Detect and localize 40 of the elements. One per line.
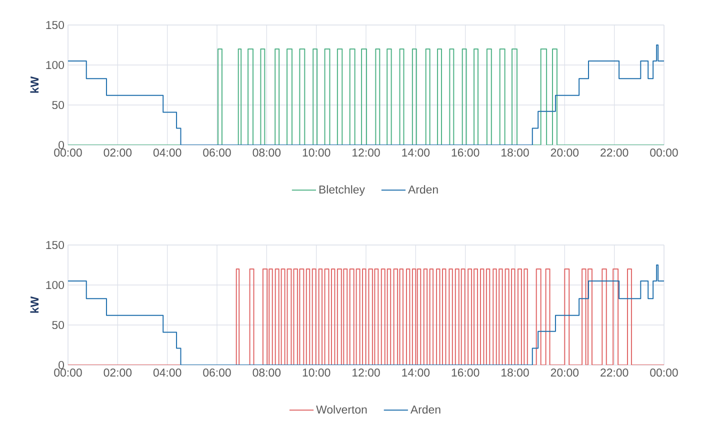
x-tick-label: 20:00 <box>550 368 579 377</box>
x-tick-label: 14:00 <box>402 148 430 157</box>
x-tick-label: 04:00 <box>153 368 182 377</box>
y-tick-label: 0 <box>58 140 64 150</box>
x-tick-label: 06:00 <box>203 368 231 377</box>
y-tick-label: 100 <box>46 60 64 70</box>
x-tick-label: 16:00 <box>452 368 480 377</box>
x-tick-label: 00:00 <box>54 368 82 377</box>
x-tick-label: 08:00 <box>252 148 281 157</box>
x-tick-label: 22:00 <box>600 148 628 157</box>
x-tick-label: 12:00 <box>352 148 380 157</box>
y-axis-title: kW <box>30 296 39 313</box>
x-tick-label: 14:00 <box>402 368 430 377</box>
x-tick-label: 08:00 <box>252 368 281 377</box>
x-tick-label: 22:00 <box>600 368 628 377</box>
x-tick-label: 12:00 <box>352 368 380 377</box>
x-tick-label: 10:00 <box>302 368 330 377</box>
legend-label: Wolverton <box>316 405 367 414</box>
y-tick-label: 150 <box>46 20 64 30</box>
y-tick-label: 50 <box>52 320 64 330</box>
x-tick-label: 00:00 <box>54 148 82 157</box>
y-tick-label: 50 <box>52 100 64 110</box>
x-tick-label: 16:00 <box>452 148 480 157</box>
x-tick-label: 00:00 <box>650 148 678 157</box>
x-tick-label: 00:00 <box>650 368 678 377</box>
x-tick-label: 02:00 <box>104 148 132 157</box>
legend-label: Bletchley <box>319 185 365 196</box>
x-tick-label: 02:00 <box>104 368 132 377</box>
x-tick-label: 10:00 <box>302 148 330 157</box>
x-tick-label: 20:00 <box>550 148 579 157</box>
y-tick-label: 150 <box>46 240 64 250</box>
y-axis-title: kW <box>30 76 39 93</box>
y-tick-label: 0 <box>58 360 64 370</box>
x-tick-label: 06:00 <box>203 148 231 157</box>
x-tick-label: 18:00 <box>502 148 529 157</box>
legend-label: Arden <box>410 405 440 414</box>
legend-label: Arden <box>408 185 438 194</box>
y-tick-label: 100 <box>46 280 64 290</box>
x-tick-label: 04:00 <box>153 148 182 157</box>
x-tick-label: 18:00 <box>502 368 529 377</box>
